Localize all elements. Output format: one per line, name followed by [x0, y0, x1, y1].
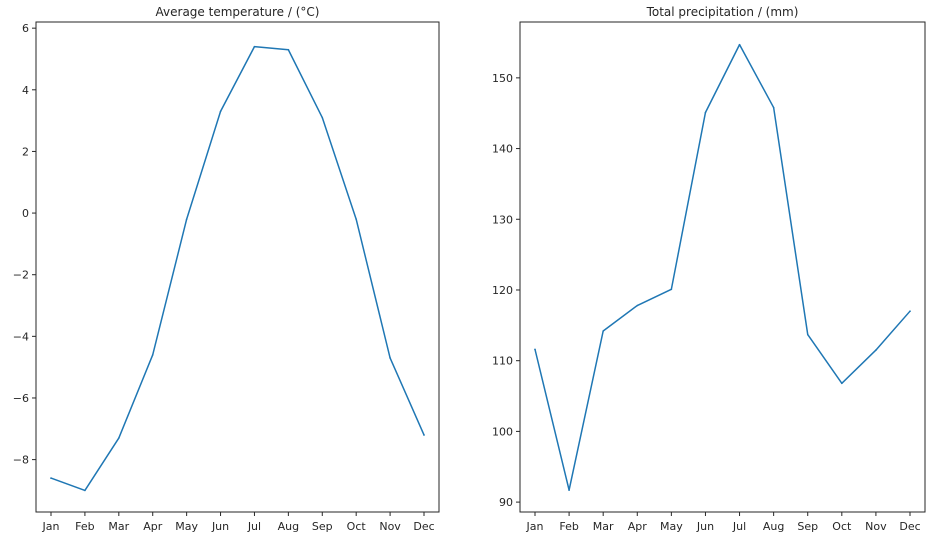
precipitation-x-tick-label: Apr: [628, 520, 648, 533]
precipitation-y-tick-label: 110: [492, 355, 513, 368]
temperature-y-tick-label: 4: [22, 84, 29, 97]
precipitation-x-tick-label: Oct: [832, 520, 852, 533]
precipitation-x-tick-label: Jan: [526, 520, 544, 533]
temperature-data-point: [219, 110, 222, 113]
precipitation-x-tick-label: Nov: [865, 520, 887, 533]
temperature-data-point: [84, 489, 86, 492]
temperature-x-tick-label: Mar: [108, 520, 129, 533]
precipitation-data-point: [670, 288, 673, 291]
temperature-data-point: [50, 477, 52, 479]
precipitation-data-point: [704, 111, 707, 114]
precipitation-chart: Total precipitation / (mm) 90 100 110 120 13…: [492, 5, 926, 533]
precipitation-data-point: [636, 304, 639, 307]
temperature-data-points: [50, 45, 425, 492]
temperature-series-line: [50, 45, 425, 492]
precipitation-x-tick-label: Sep: [797, 520, 818, 533]
temperature-data-point: [118, 437, 120, 439]
temperature-y-tick-label: 2: [22, 145, 29, 158]
precipitation-data-point: [909, 310, 911, 312]
temperature-x-tick-label: Oct: [347, 520, 367, 533]
precipitation-x-tick-label: Mar: [593, 520, 614, 533]
temperature-y-tick-label: −6: [13, 392, 29, 405]
precipitation-x-tick-label: May: [660, 520, 683, 533]
precipitation-x-tick-label: Dec: [899, 520, 920, 533]
temperature-chart-title: Average temperature / (°C): [156, 5, 320, 19]
temperature-data-point: [185, 218, 188, 221]
temperature-x-tick-label: Nov: [379, 520, 401, 533]
temperature-x-tick-label: Jan: [42, 520, 60, 533]
temperature-y-axis: −8 −6 −4 −2 0 2 4 6: [13, 22, 36, 467]
precipitation-data-point: [602, 330, 604, 332]
precipitation-y-tick-label: 130: [492, 213, 513, 226]
temperature-x-axis: Jan Feb Mar Apr May Jun Jul Aug Sep Oct Nov Dec: [42, 512, 435, 533]
precipitation-chart-title: Total precipitation / (mm): [646, 5, 799, 19]
precipitation-y-axis: 90 100 110 120 130 140 150: [492, 72, 520, 509]
precipitation-data-points: [534, 43, 911, 491]
precipitation-data-point: [806, 333, 809, 336]
precipitation-plot-area: [519, 21, 926, 513]
temperature-y-tick-label: −2: [13, 269, 29, 282]
temperature-x-tick-label: Sep: [312, 520, 333, 533]
temperature-chart: Average temperature / (°C) −8−6−4−20246 …: [13, 5, 440, 533]
temperature-data-point: [287, 48, 290, 51]
temperature-x-tick-label: Aug: [278, 520, 299, 533]
temperature-y-tick-label: 6: [22, 22, 29, 35]
precipitation-x-tick-label: Jul: [732, 520, 746, 533]
temperature-data-point: [253, 45, 256, 48]
temperature-x-tick-label: Feb: [75, 520, 94, 533]
precipitation-x-tick-label: Feb: [559, 520, 578, 533]
precipitation-x-tick-label: Aug: [763, 520, 784, 533]
precipitation-data-point: [875, 349, 877, 351]
precipitation-data-point: [738, 43, 741, 46]
precipitation-series-line: [534, 43, 911, 491]
precipitation-data-point: [841, 382, 843, 385]
temperature-data-point: [321, 116, 324, 119]
precipitation-y-tick-label: 120: [492, 284, 513, 297]
temperature-data-point: [151, 354, 154, 356]
precipitation-data-point: [772, 106, 775, 109]
precipitation-data-point: [534, 348, 536, 351]
temperature-x-tick-label: Apr: [143, 520, 163, 533]
precipitation-y-tick-label: 100: [492, 425, 513, 438]
precipitation-y-tick-label: 140: [492, 143, 513, 156]
precipitation-y-tick-label: 90: [499, 496, 513, 509]
temperature-data-point: [389, 357, 391, 359]
precipitation-x-tick-label: Jun: [696, 520, 714, 533]
temperature-y-tick-label: −4: [13, 330, 29, 343]
temperature-plot-area: [35, 21, 440, 513]
temperature-x-tick-label: Dec: [413, 520, 434, 533]
precipitation-data-point: [568, 489, 570, 491]
temperature-y-tick-label: 0: [22, 207, 29, 220]
temperature-x-tick-label: Jul: [247, 520, 261, 533]
temperature-x-tick-label: May: [175, 520, 198, 533]
temperature-data-point: [355, 218, 357, 221]
temperature-y-tick-label: −8: [13, 454, 29, 467]
precipitation-y-tick-label: 150: [492, 72, 513, 85]
temperature-x-tick-label: Jun: [211, 520, 229, 533]
precipitation-x-axis: Jan Feb Mar Apr May Jun Jul Aug Sep Oct Nov Dec: [526, 512, 921, 533]
temperature-data-point: [423, 434, 425, 436]
